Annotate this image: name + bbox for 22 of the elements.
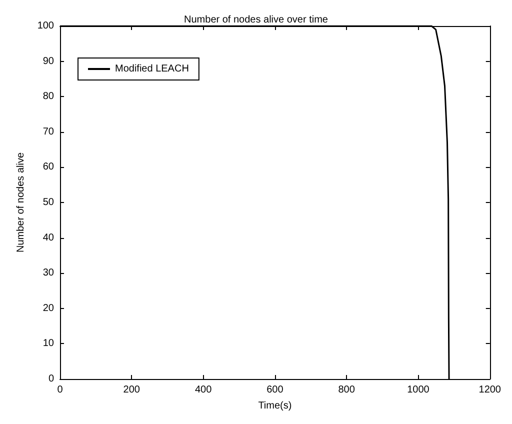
x-tick-label: 1000 [407, 384, 430, 396]
y-tick-label: 60 [42, 162, 54, 173]
x-tick-label: 800 [338, 384, 356, 396]
y-tick-label: 10 [42, 338, 54, 350]
y-tick-label: 0 [48, 374, 54, 384]
y-tick-label: 50 [42, 197, 54, 208]
y-tick-label: 20 [42, 302, 54, 314]
x-tick-label: 200 [123, 384, 140, 396]
x-tick-label: 400 [194, 384, 212, 396]
x-tick-label: 600 [266, 384, 284, 396]
y-tick-label: 40 [42, 232, 54, 244]
y-tick-label: 80 [42, 91, 54, 102]
legend-label: Modified LEACH [115, 64, 189, 74]
x-tick-label: 0 [57, 384, 64, 396]
x-tick-label: 1200 [478, 384, 502, 396]
y-tick-label: 30 [42, 268, 54, 279]
x-axis-title: Time(s) [258, 400, 292, 412]
y-axis-title: Number of nodes alive [16, 152, 26, 253]
y-tick-label: 70 [42, 126, 54, 138]
y-tick-label: 100 [37, 20, 54, 32]
y-tick-label: 90 [42, 56, 54, 67]
chart-title: Number of nodes alive over time [184, 14, 328, 26]
